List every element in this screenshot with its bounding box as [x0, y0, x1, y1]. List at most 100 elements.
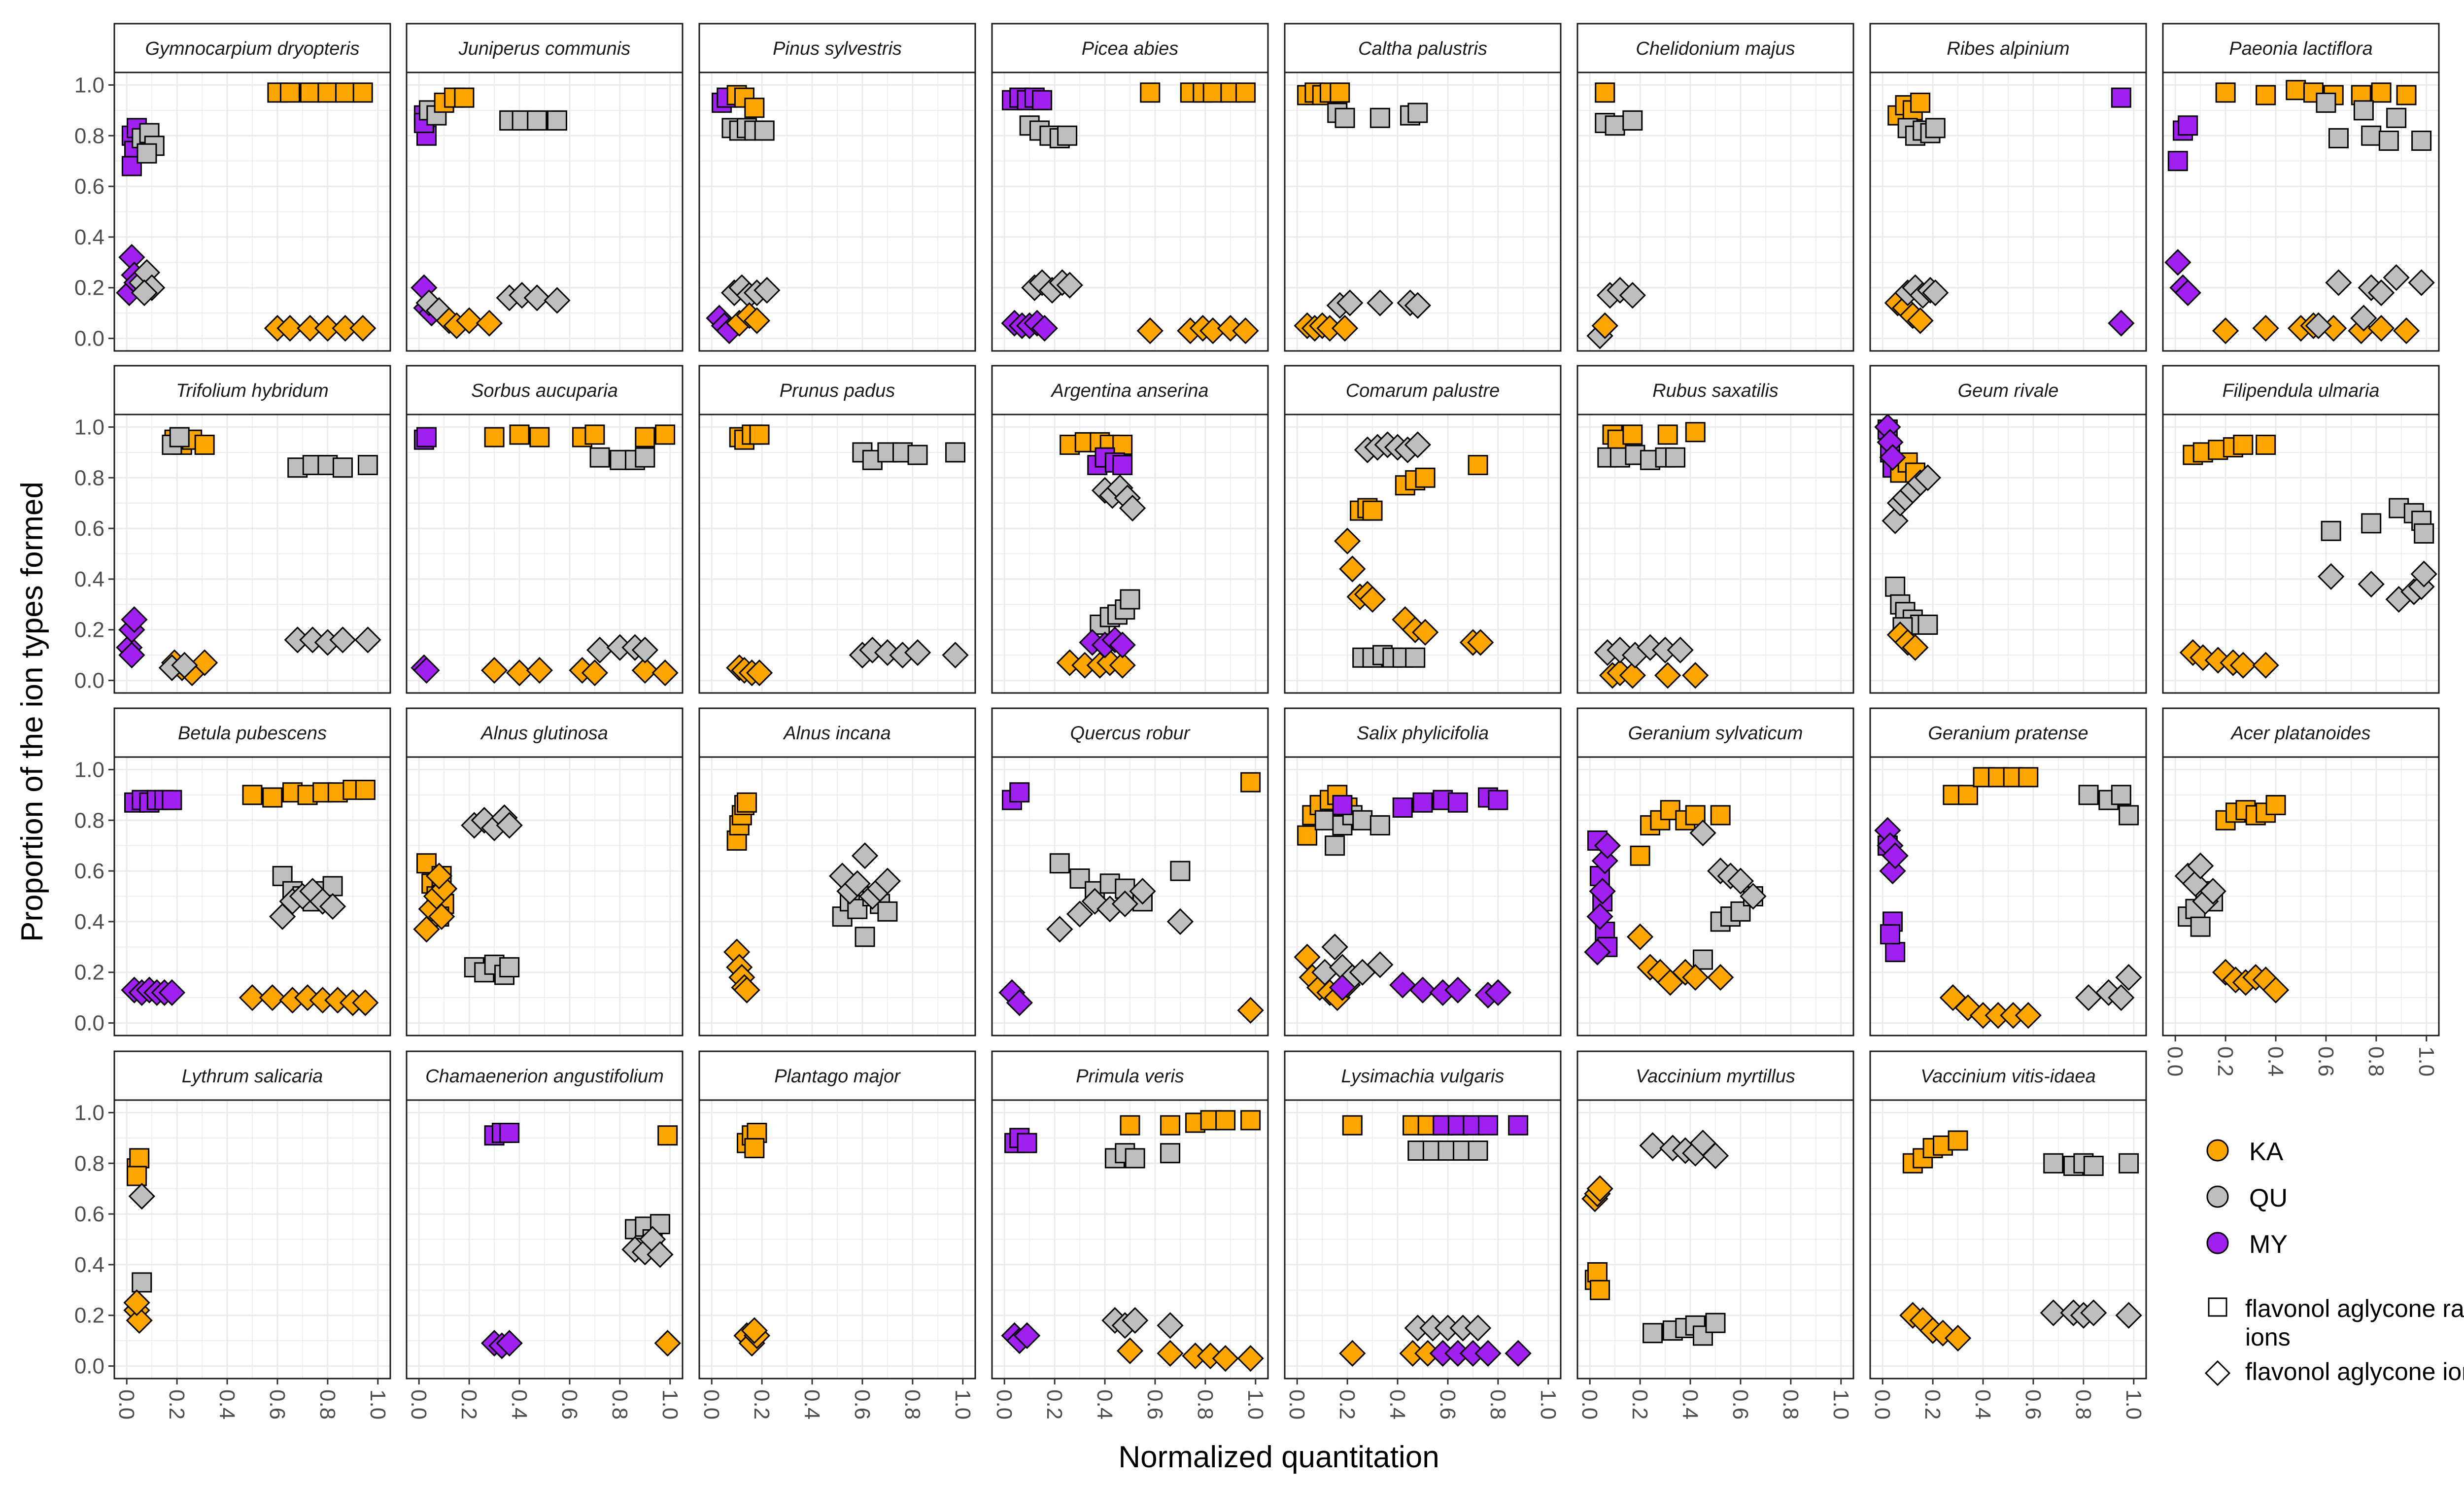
strip-background [1869, 707, 2147, 758]
y-tick-label: 0.6 [74, 1202, 104, 1226]
x-tick-label: 0.6 [1143, 1389, 1167, 1419]
point-ka-diamond [2367, 314, 2395, 342]
point-qu-diamond [2350, 305, 2377, 332]
panel-alnus-glutinosa: Alnus glutinosa [406, 707, 684, 1037]
legend-qu-swatch [2206, 1185, 2229, 1208]
panel-border [113, 1099, 391, 1380]
point-qu-diamond [329, 626, 356, 654]
point-qu-square [2043, 1153, 2064, 1174]
point-qu-diamond [2408, 269, 2435, 296]
point-qu-diamond [2410, 560, 2437, 588]
strip-background [698, 1050, 976, 1101]
point-qu-square [2411, 131, 2432, 151]
strip-background [698, 23, 976, 73]
panel-chelidonium-majus: Chelidonium majus [1576, 23, 1854, 352]
strip-background [1869, 1050, 2147, 1101]
point-ka-square [1215, 1110, 1236, 1131]
point-ka-square [749, 424, 770, 445]
point-ka-square [1330, 82, 1350, 103]
legend-square-swatch [2208, 1297, 2227, 1317]
strip-background [1284, 707, 1562, 758]
point-my-diamond [1006, 989, 1033, 1016]
point-ka-square [2371, 82, 2392, 103]
point-ka-diamond [1157, 1340, 1184, 1367]
point-ka-diamond [191, 649, 218, 676]
panel-geranium-sylvaticum: Geranium sylvaticum [1576, 707, 1854, 1037]
strip-label: Sorbus aucuparia [471, 380, 618, 401]
x-tick-label: 0.6 [2314, 1046, 2338, 1076]
point-ka-square [194, 434, 215, 455]
point-qu-diamond [2080, 1299, 2107, 1326]
x-tick-label: 0.0 [1870, 1389, 1894, 1419]
point-qu-square [2316, 92, 2336, 113]
point-ka-square [2396, 85, 2417, 105]
strip-background [113, 23, 391, 73]
point-my-diamond [1505, 1340, 1532, 1367]
point-ka-square [1710, 805, 1731, 826]
point-qu-diamond [631, 636, 658, 663]
point-qu-square [547, 110, 567, 131]
point-ka-square [2256, 434, 2276, 455]
x-tick-label: 0.6 [1728, 1389, 1752, 1419]
point-ka-square [1140, 82, 1161, 103]
x-tick-label: 0.6 [2021, 1389, 2045, 1419]
point-ka-diamond [1411, 619, 1439, 646]
legend-ka-label: KA [2249, 1138, 2284, 1166]
point-qu-diamond [2305, 312, 2332, 339]
strip-label: Argentina anserina [1051, 380, 1209, 401]
point-qu-square [2361, 125, 2382, 146]
point-qu-square [1468, 1141, 1488, 1161]
panel-quercus-robur: Quercus robur [991, 707, 1269, 1037]
x-tick-label: 0.4 [2263, 1046, 2288, 1076]
strip-label: Alnus glutinosa [480, 723, 608, 744]
x-tick-label: 0.0 [407, 1389, 431, 1419]
panel-sorbus-aucuparia: Sorbus aucuparia [406, 365, 684, 694]
point-qu-square [1885, 576, 1906, 597]
point-qu-square [1643, 1323, 1663, 1344]
point-ka-square [1342, 1115, 1363, 1136]
panel-border [1869, 1099, 2147, 1380]
point-qu-square [2353, 100, 2374, 121]
point-qu-square [1405, 647, 1426, 668]
panel-prunus-padus: Prunus padus [698, 365, 976, 694]
panel-border [406, 756, 684, 1037]
point-ka-square [1202, 82, 1223, 103]
y-tick-label: 0.4 [74, 910, 104, 934]
strip-label: Comarum palustre [1346, 380, 1500, 401]
strip-label: Geranium sylvaticum [1628, 723, 1803, 744]
point-my-square [499, 1123, 520, 1143]
point-qu-diamond [131, 279, 158, 307]
x-tick-label: 0.4 [1971, 1389, 1995, 1419]
y-tick-label: 0.8 [74, 808, 104, 832]
strip-label: Plantago major [774, 1066, 901, 1087]
strip-background [991, 1050, 1269, 1101]
panel-chamaenerion-angustifolium: Chamaenerion angustifolium 0.0 0.2 0.4 0.6 0.… [406, 1050, 684, 1419]
y-tick-label: 0.0 [74, 1011, 104, 1036]
point-qu-diamond [496, 812, 523, 839]
strip-label: Ribes alpinium [1947, 38, 2069, 59]
point-ka-square [655, 424, 676, 445]
point-qu-diamond [2383, 264, 2410, 291]
x-tick-label: 0.8 [2071, 1389, 2095, 1419]
point-qu-square [754, 120, 775, 141]
point-ka-square [317, 82, 338, 103]
x-tick-label: 0.6 [557, 1389, 582, 1419]
x-axis-title: Normalized quantitation [1118, 1440, 1439, 1474]
point-qu-diamond [2367, 279, 2395, 307]
x-tick-label: 1.0 [1829, 1389, 1853, 1419]
point-qu-square [2386, 107, 2407, 128]
point-qu-diamond [904, 639, 931, 666]
point-qu-diamond [1464, 1314, 1492, 1342]
point-ka-square [1240, 772, 1261, 793]
point-ka-diamond [276, 314, 304, 342]
point-ka-diamond [476, 310, 503, 337]
strip-label: Prunus padus [780, 380, 895, 401]
legend-my-label: MY [2249, 1230, 2288, 1259]
panel-argentina-anserina: Argentina anserina [991, 365, 1269, 694]
point-ka-square [635, 427, 655, 448]
point-my-square [2167, 151, 2188, 172]
point-my-diamond [1589, 878, 1616, 905]
point-qu-diamond [1056, 272, 1083, 299]
point-qu-square [1665, 447, 1685, 468]
panel-border [406, 71, 684, 352]
